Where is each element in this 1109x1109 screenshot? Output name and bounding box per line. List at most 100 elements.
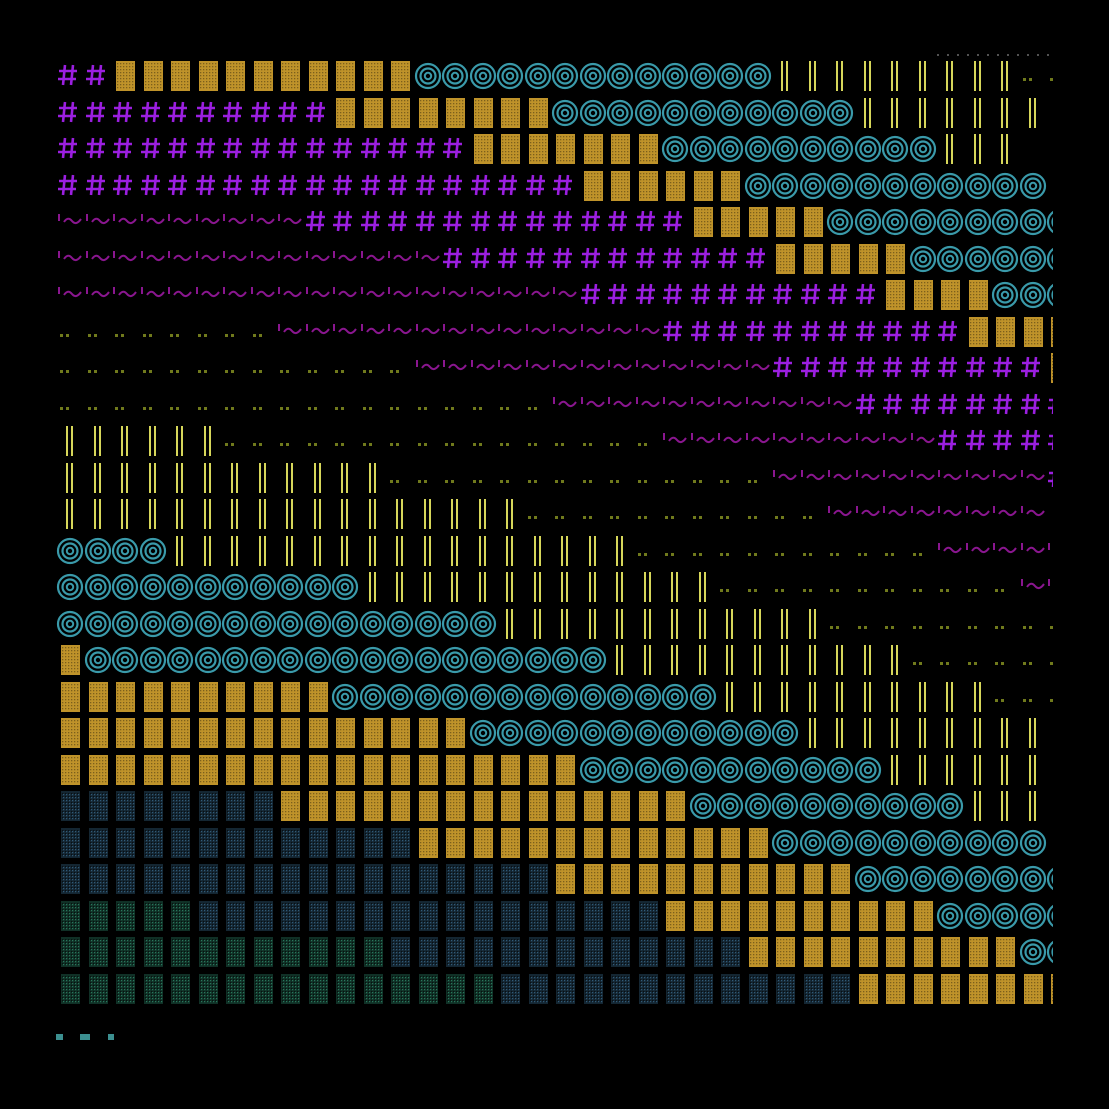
concentric-ring-glyph	[139, 646, 166, 674]
tilde-glyph	[800, 433, 825, 444]
double-bar-glyph	[918, 97, 926, 128]
concentric-ring-glyph	[221, 646, 249, 674]
hash-glyph	[745, 320, 765, 341]
double-bar-glyph	[533, 535, 541, 566]
dotted-block-glyph	[281, 718, 300, 748]
concentric-ring-glyph	[414, 646, 441, 674]
dots-glyph	[197, 333, 207, 337]
double-bar-glyph	[781, 608, 788, 639]
green-dotted-block-glyph	[473, 973, 493, 1004]
concentric-ring-glyph	[964, 172, 991, 199]
tilde-glyph	[168, 214, 192, 225]
hash-glyph	[883, 356, 902, 378]
tilde-glyph	[85, 214, 110, 225]
hash-glyph	[993, 356, 1012, 378]
double-bar-glyph	[313, 499, 321, 529]
concentric-ring-glyph	[194, 573, 221, 601]
hash-glyph	[195, 137, 215, 159]
dotted-block-glyph	[611, 791, 630, 821]
concentric-ring-glyph	[661, 719, 689, 747]
dotted-block-glyph	[198, 61, 218, 91]
dots-glyph	[692, 516, 702, 519]
dotted-block-glyph	[666, 864, 685, 894]
green-dotted-block-glyph	[171, 973, 190, 1004]
hash-glyph	[910, 320, 930, 341]
dots-glyph	[170, 333, 179, 337]
concentric-ring-glyph	[936, 208, 964, 236]
dotted-block-glyph	[1051, 353, 1053, 383]
blue-dotted-block-glyph	[116, 864, 135, 894]
dots-glyph	[500, 443, 509, 446]
dotted-block-glyph	[886, 243, 905, 274]
dots-glyph	[390, 479, 399, 483]
double-bar-glyph	[781, 681, 788, 712]
concentric-ring-glyph	[194, 646, 221, 674]
concentric-ring-glyph	[331, 573, 359, 601]
blue-dotted-block-glyph	[666, 973, 685, 1004]
dots-glyph	[775, 589, 784, 592]
double-bar-glyph	[1028, 97, 1036, 128]
tilde-glyph	[663, 396, 687, 407]
dotted-block-glyph	[171, 718, 190, 748]
dotted-block-glyph	[198, 681, 218, 712]
double-bar-glyph	[1046, 169, 1053, 203]
concentric-ring-glyph	[606, 99, 634, 126]
tilde-glyph	[113, 214, 137, 225]
double-bar-glyph	[396, 572, 403, 602]
blue-dotted-block-glyph	[143, 864, 163, 894]
hash-glyph	[800, 283, 820, 305]
dotted-block-glyph	[583, 791, 603, 821]
concentric-ring-glyph	[579, 646, 606, 674]
tilde-glyph	[195, 214, 220, 225]
hash-glyph	[883, 320, 902, 341]
double-bar-glyph	[891, 754, 898, 785]
dotted-block-glyph	[721, 864, 740, 894]
concentric-ring-glyph	[276, 573, 304, 601]
dots-glyph	[720, 552, 729, 556]
dots-glyph	[967, 625, 977, 629]
hash-glyph	[855, 283, 875, 305]
hash-glyph	[250, 174, 270, 195]
hash-glyph	[140, 101, 160, 122]
concentric-ring-glyph	[606, 756, 634, 783]
hash-glyph	[608, 283, 627, 305]
dots-glyph	[472, 443, 482, 446]
double-bar-glyph	[973, 134, 981, 164]
dotted-block-glyph	[968, 973, 988, 1004]
tilde-glyph	[1048, 579, 1050, 586]
double-bar-glyph	[891, 718, 898, 748]
blue-dotted-block-glyph	[363, 900, 383, 931]
concentric-ring-glyph	[1046, 247, 1053, 270]
concentric-ring-glyph	[1019, 865, 1046, 893]
hash-glyph	[498, 174, 517, 195]
hash-glyph	[195, 174, 215, 195]
double-bar-glyph	[231, 462, 238, 493]
concentric-ring-glyph	[854, 172, 881, 199]
concentric-ring-glyph	[1019, 829, 1046, 856]
dotted-block-glyph	[363, 718, 383, 748]
hash-glyph	[938, 429, 957, 451]
double-bar-glyph	[836, 645, 843, 675]
dots-glyph	[417, 479, 427, 483]
dotted-block-glyph	[803, 207, 823, 237]
blue-dotted-block-glyph	[61, 827, 80, 858]
double-bar-glyph	[863, 97, 871, 128]
hash-glyph	[85, 137, 105, 159]
tilde-glyph	[553, 323, 577, 334]
tilde-glyph	[360, 287, 385, 298]
concentric-ring-glyph	[359, 683, 386, 710]
tilde-glyph	[580, 360, 605, 371]
tilde-glyph	[773, 396, 797, 407]
concentric-ring-glyph	[606, 719, 634, 747]
hash-glyph	[250, 137, 270, 159]
tilde-glyph	[553, 287, 577, 298]
tilde-glyph	[388, 323, 412, 334]
hash-glyph	[663, 320, 682, 341]
blue-dotted-block-glyph	[281, 827, 300, 858]
tilde-glyph	[140, 250, 165, 261]
dotted-block-glyph	[996, 316, 1015, 347]
tilde-glyph	[498, 287, 522, 298]
hash-glyph	[223, 137, 242, 159]
dotted-block-glyph	[501, 754, 520, 785]
double-bar-glyph	[946, 681, 953, 712]
